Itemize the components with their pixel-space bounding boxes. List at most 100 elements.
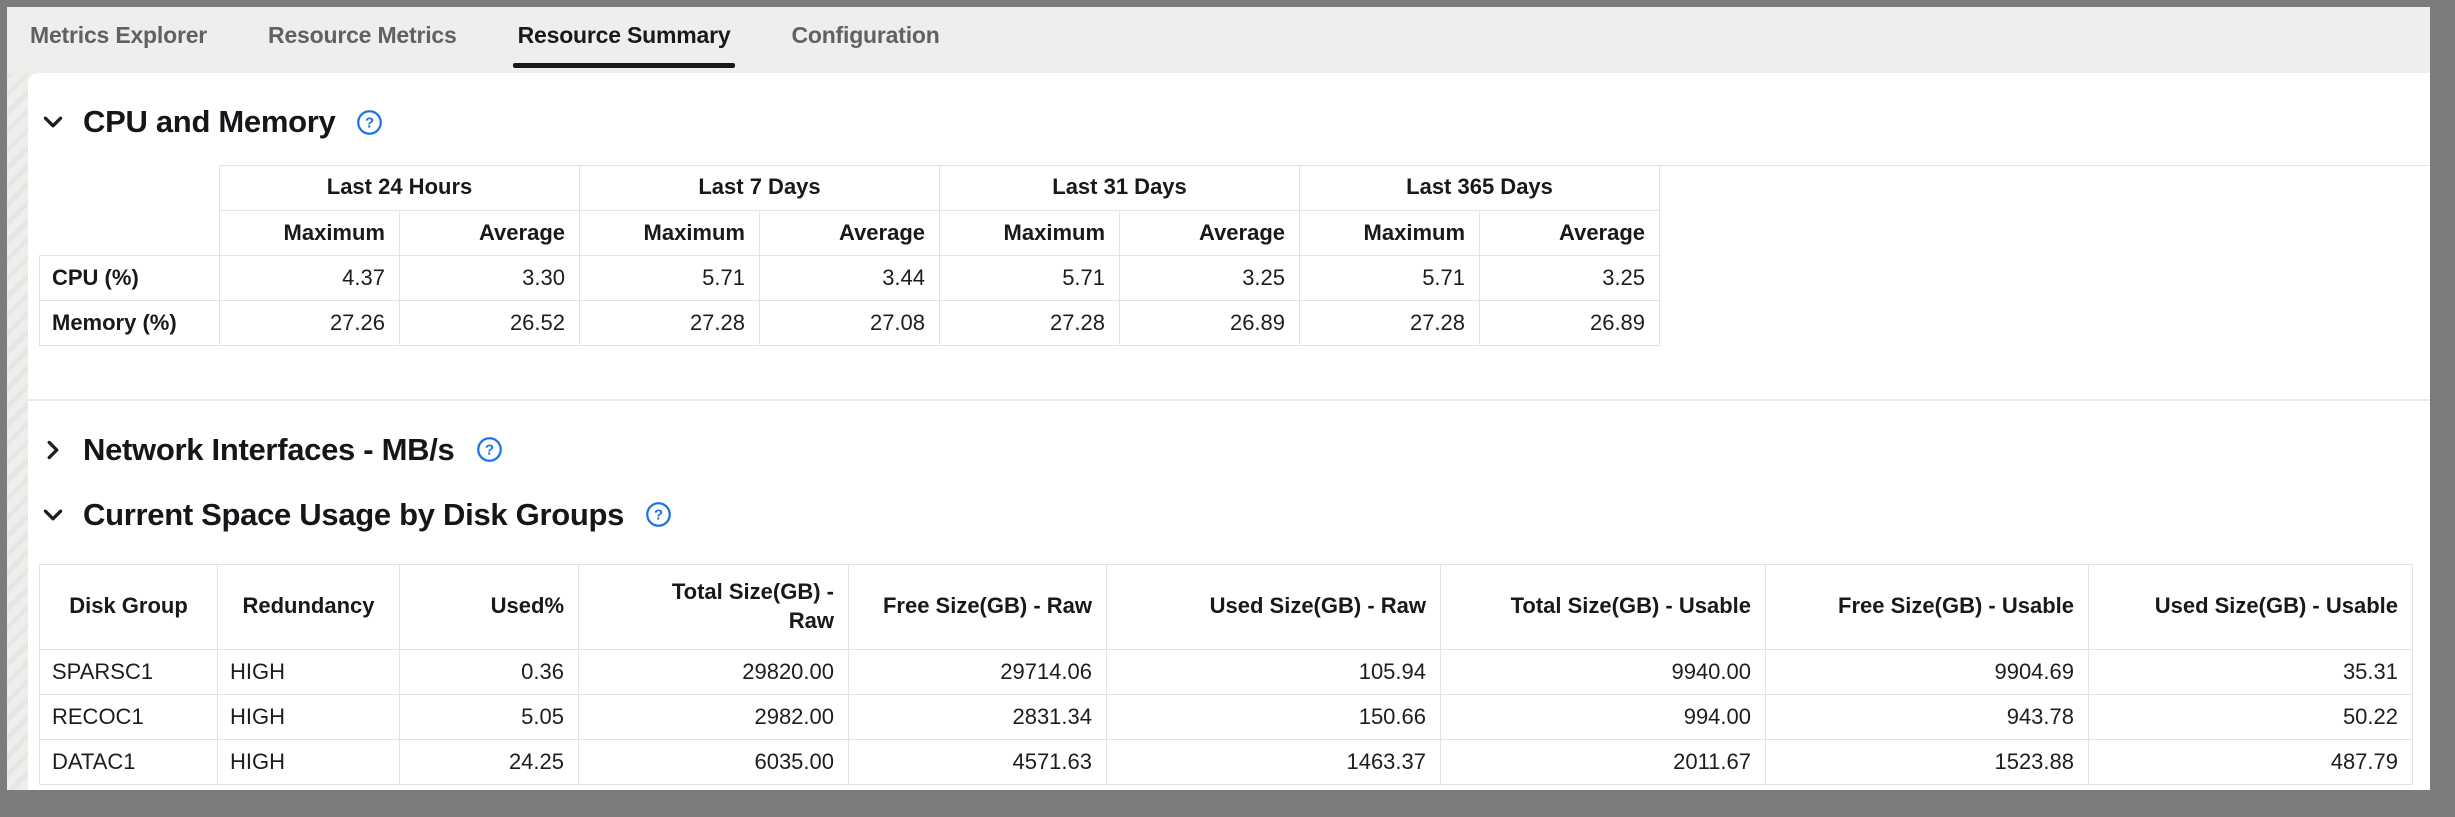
cell-value: 9904.69 <box>1765 648 2089 695</box>
network-interfaces-section-header: Network Interfaces - MB/s ? <box>28 427 2430 473</box>
cell-redundancy: HIGH <box>217 738 400 785</box>
col-header-disk-group: Disk Group <box>39 563 218 650</box>
cell-value: 3.25 <box>1119 254 1301 301</box>
resource-summary-panel: CPU and Memory ? Last 24 Hours Last 7 Da… <box>28 73 2430 790</box>
cell-value: 50.22 <box>2088 693 2413 740</box>
tab-resource-metrics[interactable]: Resource Metrics <box>268 21 457 48</box>
cell-value: 1523.88 <box>1765 738 2089 785</box>
cell-value: 27.28 <box>939 299 1121 346</box>
app-window: Metrics Explorer Resource Metrics Resour… <box>7 7 2430 790</box>
table-row-memory: Memory (%) 27.26 26.52 27.28 27.08 27.28… <box>39 299 1661 346</box>
corner-cell <box>39 210 220 255</box>
section-divider <box>28 398 2430 401</box>
average-header: Average <box>1119 210 1300 256</box>
average-header: Average <box>758 210 940 256</box>
svg-text:?: ? <box>654 507 663 524</box>
cpu-memory-table-container: Last 24 Hours Last 7 Days Last 31 Days L… <box>39 165 2430 346</box>
svg-text:?: ? <box>484 442 493 459</box>
cpu-memory-section-title: CPU and Memory <box>83 104 336 139</box>
cell-value: 9940.00 <box>1440 648 1766 695</box>
cell-value: 3.30 <box>399 254 580 301</box>
cell-value: 1463.37 <box>1106 738 1441 785</box>
corner-cell <box>39 165 220 210</box>
cell-value: 6035.00 <box>578 738 849 785</box>
cell-value: 2982.00 <box>578 693 849 740</box>
cell-value: 2011.67 <box>1440 738 1766 785</box>
cell-value: 29714.06 <box>848 648 1107 695</box>
cell-value: 26.89 <box>1119 299 1301 346</box>
cell-value: 35.31 <box>2088 648 2413 695</box>
cell-value: 150.66 <box>1106 693 1441 740</box>
average-header: Average <box>399 210 580 256</box>
col-header-free-raw: Free Size(GB) - Raw <box>848 563 1107 650</box>
cell-disk-group: RECOC1 <box>39 693 218 740</box>
cell-value: 5.71 <box>939 254 1121 301</box>
cell-value: 487.79 <box>2088 738 2413 785</box>
chevron-down-icon[interactable] <box>40 109 66 135</box>
period-header: Last 7 Days <box>578 165 940 211</box>
tab-metrics-explorer[interactable]: Metrics Explorer <box>30 21 208 48</box>
col-header-used-usable: Used Size(GB) - Usable <box>2088 563 2413 650</box>
col-header-total-raw: Total Size(GB) - Raw <box>578 563 849 650</box>
cell-value: 26.89 <box>1479 299 1661 346</box>
cell-value: 27.28 <box>579 299 760 346</box>
row-label: Memory (%) <box>39 299 220 346</box>
cell-value: 3.25 <box>1479 254 1661 301</box>
cell-value: 24.25 <box>399 738 579 785</box>
maximum-header: Maximum <box>579 210 760 256</box>
chevron-right-icon[interactable] <box>40 437 66 463</box>
chevron-down-icon[interactable] <box>40 502 66 528</box>
row-label: CPU (%) <box>39 254 220 301</box>
disk-groups-section-header: Current Space Usage by Disk Groups ? <box>28 492 2430 538</box>
cell-value: 943.78 <box>1765 693 2089 740</box>
cell-disk-group: DATAC1 <box>39 738 218 785</box>
cell-value: 5.71 <box>579 254 760 301</box>
maximum-header: Maximum <box>939 210 1120 256</box>
period-header: Last 365 Days <box>1299 165 1661 211</box>
tab-configuration[interactable]: Configuration <box>791 21 940 48</box>
network-interfaces-section-title: Network Interfaces - MB/s <box>83 431 455 467</box>
help-circle-icon[interactable]: ? <box>476 436 503 463</box>
cpu-memory-section-header: CPU and Memory ? <box>28 99 2430 145</box>
cell-value: 5.05 <box>399 693 579 740</box>
disk-groups-section-title: Current Space Usage by Disk Groups <box>83 496 625 532</box>
cell-redundancy: HIGH <box>217 648 400 695</box>
period-header-row: Last 24 Hours Last 7 Days Last 31 Days L… <box>39 165 1661 211</box>
disk-groups-table: Disk Group Redundancy Used% Total Size(G… <box>39 563 2413 785</box>
svg-text:?: ? <box>365 114 374 131</box>
disk-header-row: Disk Group Redundancy Used% Total Size(G… <box>39 563 2413 650</box>
left-gutter <box>7 73 28 790</box>
stat-header-row: Maximum Average Maximum Average Maximum … <box>39 210 1661 256</box>
cell-value: 5.71 <box>1299 254 1481 301</box>
disk-groups-table-container: Disk Group Redundancy Used% Total Size(G… <box>39 563 2430 785</box>
help-circle-icon[interactable]: ? <box>356 109 383 136</box>
average-header: Average <box>1479 210 1661 256</box>
cell-value: 26.52 <box>399 299 580 346</box>
maximum-header: Maximum <box>219 210 400 256</box>
col-header-total-usable: Total Size(GB) - Usable <box>1440 563 1766 650</box>
cell-disk-group: SPARSC1 <box>39 648 218 695</box>
cell-value: 4571.63 <box>848 738 1107 785</box>
cell-value: 4.37 <box>219 254 400 301</box>
cell-value: 27.28 <box>1299 299 1481 346</box>
table-row-cpu: CPU (%) 4.37 3.30 5.71 3.44 5.71 3.25 5.… <box>39 254 1661 301</box>
col-header-free-usable: Free Size(GB) - Usable <box>1765 563 2089 650</box>
cell-value: 29820.00 <box>578 648 849 695</box>
tab-bar: Metrics Explorer Resource Metrics Resour… <box>7 7 2430 73</box>
cell-value: 27.08 <box>758 299 941 346</box>
tab-resource-summary[interactable]: Resource Summary <box>512 7 736 73</box>
col-header-used-pct: Used% <box>399 563 579 650</box>
period-header: Last 31 Days <box>939 165 1300 211</box>
col-header-redundancy: Redundancy <box>217 563 400 650</box>
table-row-datac1: DATAC1 HIGH 24.25 6035.00 4571.63 1463.3… <box>39 738 2413 785</box>
table-row-recoc1: RECOC1 HIGH 5.05 2982.00 2831.34 150.66 … <box>39 693 2413 740</box>
table-row-sparsc1: SPARSC1 HIGH 0.36 29820.00 29714.06 105.… <box>39 648 2413 695</box>
cell-value: 3.44 <box>758 254 941 301</box>
cell-redundancy: HIGH <box>217 693 400 740</box>
help-circle-icon[interactable]: ? <box>645 501 672 528</box>
table-top-rule <box>219 165 2430 166</box>
maximum-header: Maximum <box>1299 210 1480 256</box>
cell-value: 27.26 <box>219 299 400 346</box>
period-header: Last 24 Hours <box>219 165 580 211</box>
cell-value: 105.94 <box>1106 648 1441 695</box>
